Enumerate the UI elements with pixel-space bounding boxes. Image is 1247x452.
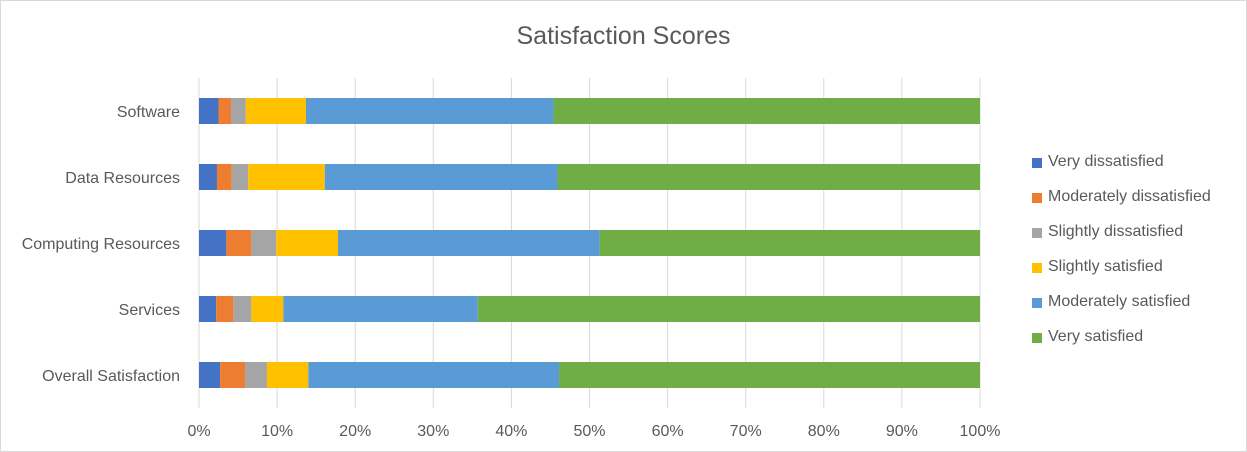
bar-segment	[226, 230, 252, 256]
chart-title: Satisfaction Scores	[516, 22, 731, 50]
bar-segment	[220, 362, 246, 388]
bar-segment	[199, 98, 219, 124]
x-tick-label: 30%	[417, 423, 449, 440]
x-tick-label: 40%	[495, 423, 527, 440]
x-tick-label: 80%	[808, 423, 840, 440]
bar-segment	[559, 362, 980, 388]
category-label: Services	[119, 302, 180, 319]
bar-segment	[324, 164, 558, 190]
x-tick-label: 90%	[886, 423, 918, 440]
x-tick-label: 100%	[960, 423, 1001, 440]
category-label: Overall Satisfaction	[42, 368, 180, 385]
x-tick-label: 70%	[730, 423, 762, 440]
x-tick-label: 60%	[652, 423, 684, 440]
bar-segment	[266, 362, 309, 388]
bar-segment	[599, 230, 980, 256]
bar-segment	[248, 164, 325, 190]
legend-label: Moderately satisfied	[1048, 293, 1191, 310]
bar-segment	[305, 98, 554, 124]
bar-segment	[218, 98, 232, 124]
x-tick-label: 10%	[261, 423, 293, 440]
bar-segment	[276, 230, 339, 256]
bar-segment	[199, 230, 227, 256]
category-label: Data Resources	[65, 170, 180, 187]
legend-label: Slightly satisfied	[1048, 258, 1163, 275]
legend-swatch	[1032, 263, 1042, 273]
legend-swatch	[1032, 193, 1042, 203]
bar-segment	[251, 230, 277, 256]
bar-segment	[231, 164, 249, 190]
bar-segment	[231, 98, 246, 124]
bar-segment	[283, 296, 478, 322]
bar-segment	[216, 164, 232, 190]
x-tick-label: 20%	[339, 423, 371, 440]
bar-segment	[216, 296, 234, 322]
legend-swatch	[1032, 228, 1042, 238]
legend-swatch	[1032, 298, 1042, 308]
bar-segment	[233, 296, 252, 322]
bar-segment	[557, 164, 980, 190]
x-tick-label: 0%	[187, 423, 210, 440]
bar-segment	[251, 296, 284, 322]
bar-segment	[199, 362, 221, 388]
legend-swatch	[1032, 158, 1042, 168]
category-label: Software	[117, 104, 180, 121]
bar-segment	[308, 362, 560, 388]
bar-segment	[199, 296, 217, 322]
bar-segment	[338, 230, 600, 256]
legend-label: Very dissatisfied	[1048, 153, 1164, 170]
category-label: Computing Resources	[22, 236, 180, 253]
bar-segment	[553, 98, 980, 124]
bar-segment	[199, 164, 217, 190]
legend-swatch	[1032, 333, 1042, 343]
bar-segment	[245, 98, 306, 124]
legend-label: Moderately dissatisfied	[1048, 188, 1211, 205]
bar-segment	[245, 362, 267, 388]
bar-segment	[477, 296, 980, 322]
legend-label: Very satisfied	[1048, 328, 1144, 345]
legend-label: Slightly dissatisfied	[1048, 223, 1184, 240]
x-tick-label: 50%	[573, 423, 605, 440]
